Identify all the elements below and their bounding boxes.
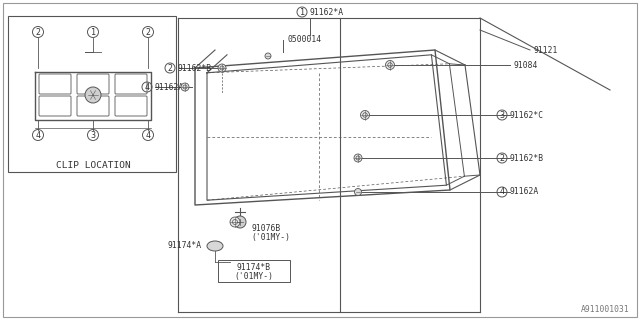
Text: CLIP LOCATION: CLIP LOCATION	[56, 161, 131, 170]
Text: 3: 3	[90, 131, 95, 140]
Text: ('01MY-): ('01MY-)	[234, 271, 273, 281]
Text: 1: 1	[300, 7, 305, 17]
Text: 91162A: 91162A	[154, 83, 183, 92]
Text: 3: 3	[499, 110, 504, 119]
Circle shape	[265, 53, 271, 59]
Text: 91121: 91121	[533, 45, 557, 54]
Text: 91174*A: 91174*A	[168, 242, 202, 251]
Bar	[8, 16, 176, 172]
Text: 91084: 91084	[513, 60, 538, 69]
Text: 91174*B: 91174*B	[237, 263, 271, 273]
Circle shape	[385, 60, 394, 69]
Text: 91162*B: 91162*B	[509, 154, 543, 163]
Circle shape	[355, 188, 362, 196]
Text: A911001031: A911001031	[581, 305, 630, 314]
Text: 2: 2	[35, 28, 40, 36]
Text: 91162*B: 91162*B	[177, 63, 211, 73]
Circle shape	[85, 87, 101, 103]
Text: 2: 2	[168, 63, 173, 73]
Ellipse shape	[207, 241, 223, 251]
Text: 91076B: 91076B	[251, 224, 280, 233]
Text: 2: 2	[499, 154, 504, 163]
Text: 2: 2	[145, 28, 150, 36]
Text: 91162*A: 91162*A	[309, 7, 343, 17]
Bar	[218, 260, 290, 282]
Text: 4: 4	[35, 131, 40, 140]
Text: 91162A: 91162A	[509, 188, 538, 196]
Text: 4: 4	[145, 131, 150, 140]
Text: 4: 4	[145, 83, 150, 92]
Circle shape	[230, 217, 240, 227]
Text: ('01MY-): ('01MY-)	[251, 233, 290, 242]
Text: 4: 4	[499, 188, 504, 196]
Text: 1: 1	[90, 28, 95, 36]
Circle shape	[218, 64, 226, 72]
Text: 0500014: 0500014	[287, 35, 321, 44]
Circle shape	[234, 216, 246, 228]
Circle shape	[181, 83, 189, 91]
Circle shape	[354, 154, 362, 162]
Circle shape	[360, 110, 369, 119]
Text: 91162*C: 91162*C	[509, 110, 543, 119]
